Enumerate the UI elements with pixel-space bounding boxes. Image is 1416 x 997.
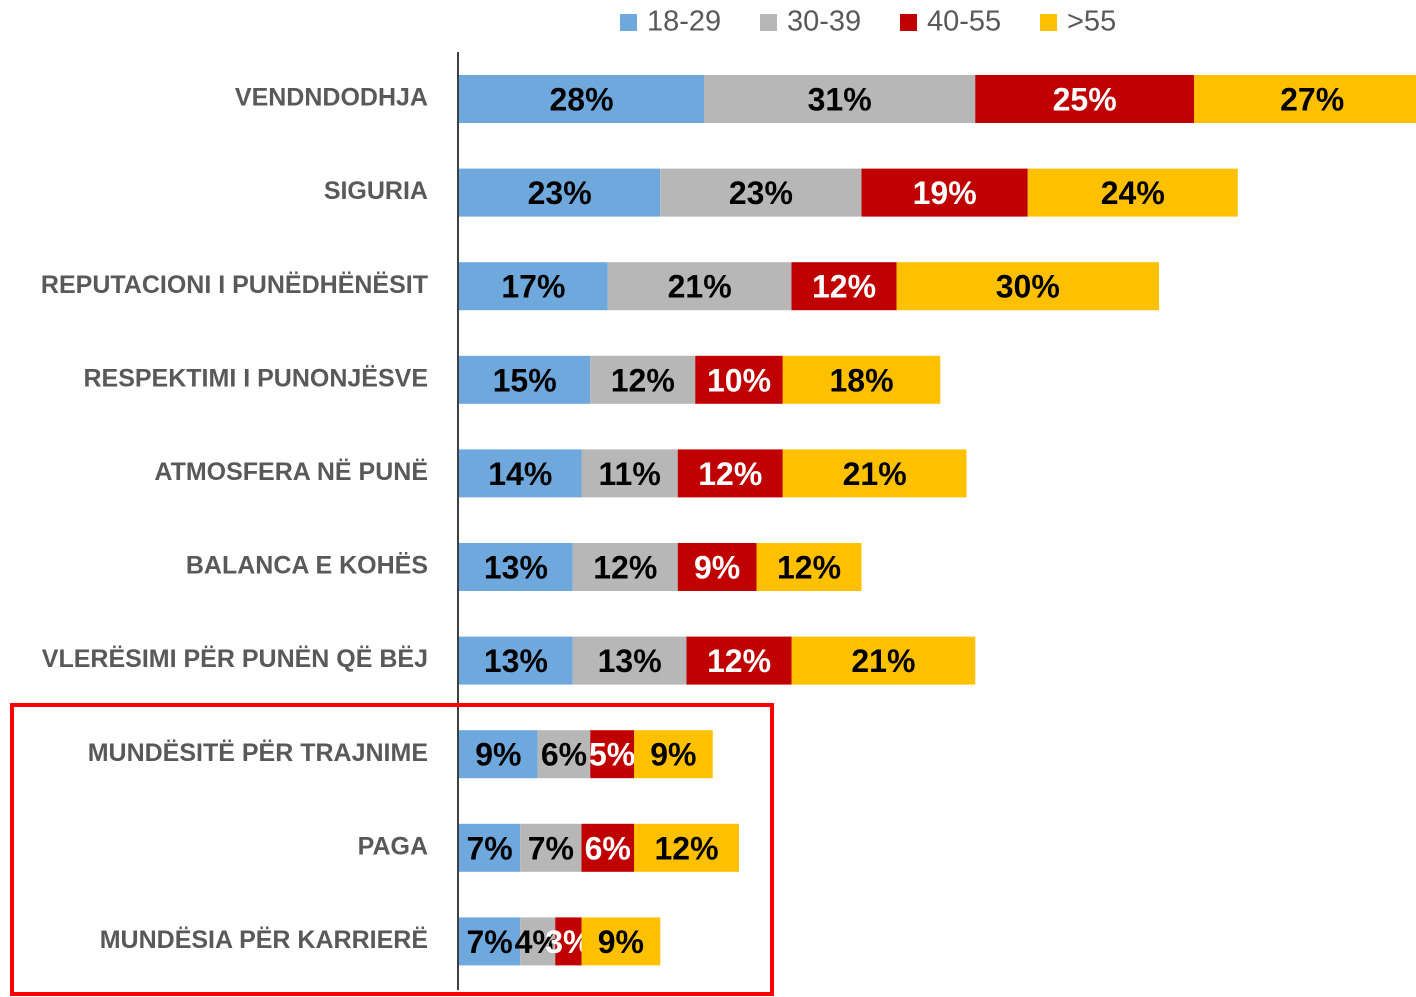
- bar-segment: [520, 917, 556, 966]
- bar-segment: [686, 636, 792, 685]
- bar-segment: [1027, 168, 1238, 217]
- bar-segment: [704, 75, 976, 123]
- bar-segment: [782, 449, 967, 498]
- category-label: ATMOSFERA NË PUNË: [154, 458, 428, 486]
- value-label: 10%: [707, 362, 771, 398]
- value-label: 21%: [843, 456, 907, 492]
- value-label: 12%: [611, 362, 675, 398]
- bar-segment: [677, 449, 783, 498]
- bar-segment: [520, 823, 582, 872]
- bar-segment: [791, 262, 897, 311]
- value-label: 12%: [777, 549, 841, 585]
- value-label: 27%: [1280, 81, 1344, 117]
- bar-segment: [791, 636, 976, 685]
- value-label: 24%: [1101, 175, 1165, 211]
- value-label: 5%: [589, 737, 635, 773]
- value-label: 17%: [501, 269, 565, 305]
- bar-segment: [634, 823, 739, 872]
- bar-segment: [459, 75, 704, 123]
- value-label: 13%: [484, 549, 548, 585]
- bar-segment: [861, 168, 1028, 217]
- bar-segment: [459, 730, 538, 779]
- value-label: 12%: [698, 456, 762, 492]
- bar-segment: [975, 75, 1194, 123]
- legend-label: 30-39: [787, 6, 861, 38]
- bar-segment: [572, 636, 687, 685]
- highlight-box: [10, 703, 774, 996]
- legend-swatch: [620, 14, 637, 31]
- bar-segment: [459, 636, 573, 685]
- bar-segment: [459, 355, 591, 404]
- legend-swatch: [1040, 14, 1057, 31]
- bar-segment: [537, 730, 591, 779]
- value-label: 23%: [729, 175, 793, 211]
- category-label: VENDNDODHJA: [235, 84, 428, 112]
- value-label: 14%: [488, 456, 552, 492]
- value-label: 6%: [585, 830, 631, 866]
- legend-swatch: [760, 14, 777, 31]
- value-label: 12%: [707, 643, 771, 679]
- value-label: 30%: [996, 269, 1060, 305]
- value-label: 15%: [493, 362, 557, 398]
- category-label: RESPEKTIMI I PUNONJËSVE: [83, 364, 428, 392]
- bar-segment: [677, 543, 757, 591]
- category-label: VLERËSIMI PËR PUNËN QË BËJ: [42, 645, 428, 673]
- value-label: 21%: [851, 643, 915, 679]
- value-label: 9%: [475, 737, 521, 773]
- value-label: 9%: [598, 924, 644, 960]
- value-label: 12%: [654, 830, 718, 866]
- category-label: BALANCA E KOHËS: [186, 552, 428, 580]
- bar-segment: [459, 543, 573, 591]
- bar-segment: [782, 355, 941, 404]
- value-label: 7%: [467, 830, 513, 866]
- legend-swatch: [900, 14, 917, 31]
- value-label: 13%: [484, 643, 548, 679]
- value-label: 9%: [694, 549, 740, 585]
- bar-segment: [572, 543, 678, 591]
- bar-segment: [581, 449, 678, 498]
- value-label: 4%: [515, 924, 561, 960]
- bar-segment: [555, 917, 582, 966]
- value-label: 12%: [593, 549, 657, 585]
- bar-segment: [607, 262, 792, 311]
- bar-segment: [459, 262, 608, 311]
- value-label: 18%: [829, 362, 893, 398]
- legend-label: 18-29: [647, 6, 721, 38]
- category-label: MUNDËSIA PËR KARRIERË: [100, 926, 428, 954]
- category-label: SIGURIA: [324, 177, 428, 205]
- value-label: 23%: [528, 175, 592, 211]
- bar-segment: [459, 449, 582, 498]
- bar-segment: [896, 262, 1159, 311]
- value-label: 21%: [668, 269, 732, 305]
- value-label: 6%: [541, 737, 587, 773]
- bar-segment: [459, 917, 521, 966]
- value-label: 7%: [467, 924, 513, 960]
- value-label: 7%: [528, 830, 574, 866]
- value-label: 9%: [650, 737, 696, 773]
- value-label: 11%: [598, 456, 660, 492]
- value-label: 28%: [549, 81, 613, 117]
- bar-segment: [459, 168, 661, 217]
- bar-segment: [1194, 75, 1416, 123]
- value-label: 31%: [808, 81, 872, 117]
- bar-segment: [590, 355, 696, 404]
- bar-segment: [634, 730, 713, 779]
- category-label: PAGA: [358, 832, 428, 860]
- value-label: 12%: [812, 269, 876, 305]
- category-label: MUNDËSITË PËR TRAJNIME: [88, 739, 428, 767]
- bar-segment: [581, 917, 661, 966]
- legend-label: 40-55: [927, 6, 1001, 38]
- value-label: 19%: [913, 175, 977, 211]
- bar-segment: [459, 823, 521, 872]
- bar-segment: [695, 355, 783, 404]
- legend-label: >55: [1067, 6, 1116, 38]
- bar-segment: [581, 823, 634, 872]
- bar-segment: [590, 730, 634, 779]
- value-label: 13%: [598, 643, 662, 679]
- value-label: 25%: [1053, 81, 1117, 117]
- category-label: REPUTACIONI I PUNËDHËNËSIT: [41, 271, 428, 299]
- bar-segment: [756, 543, 862, 591]
- bar-segment: [660, 168, 862, 217]
